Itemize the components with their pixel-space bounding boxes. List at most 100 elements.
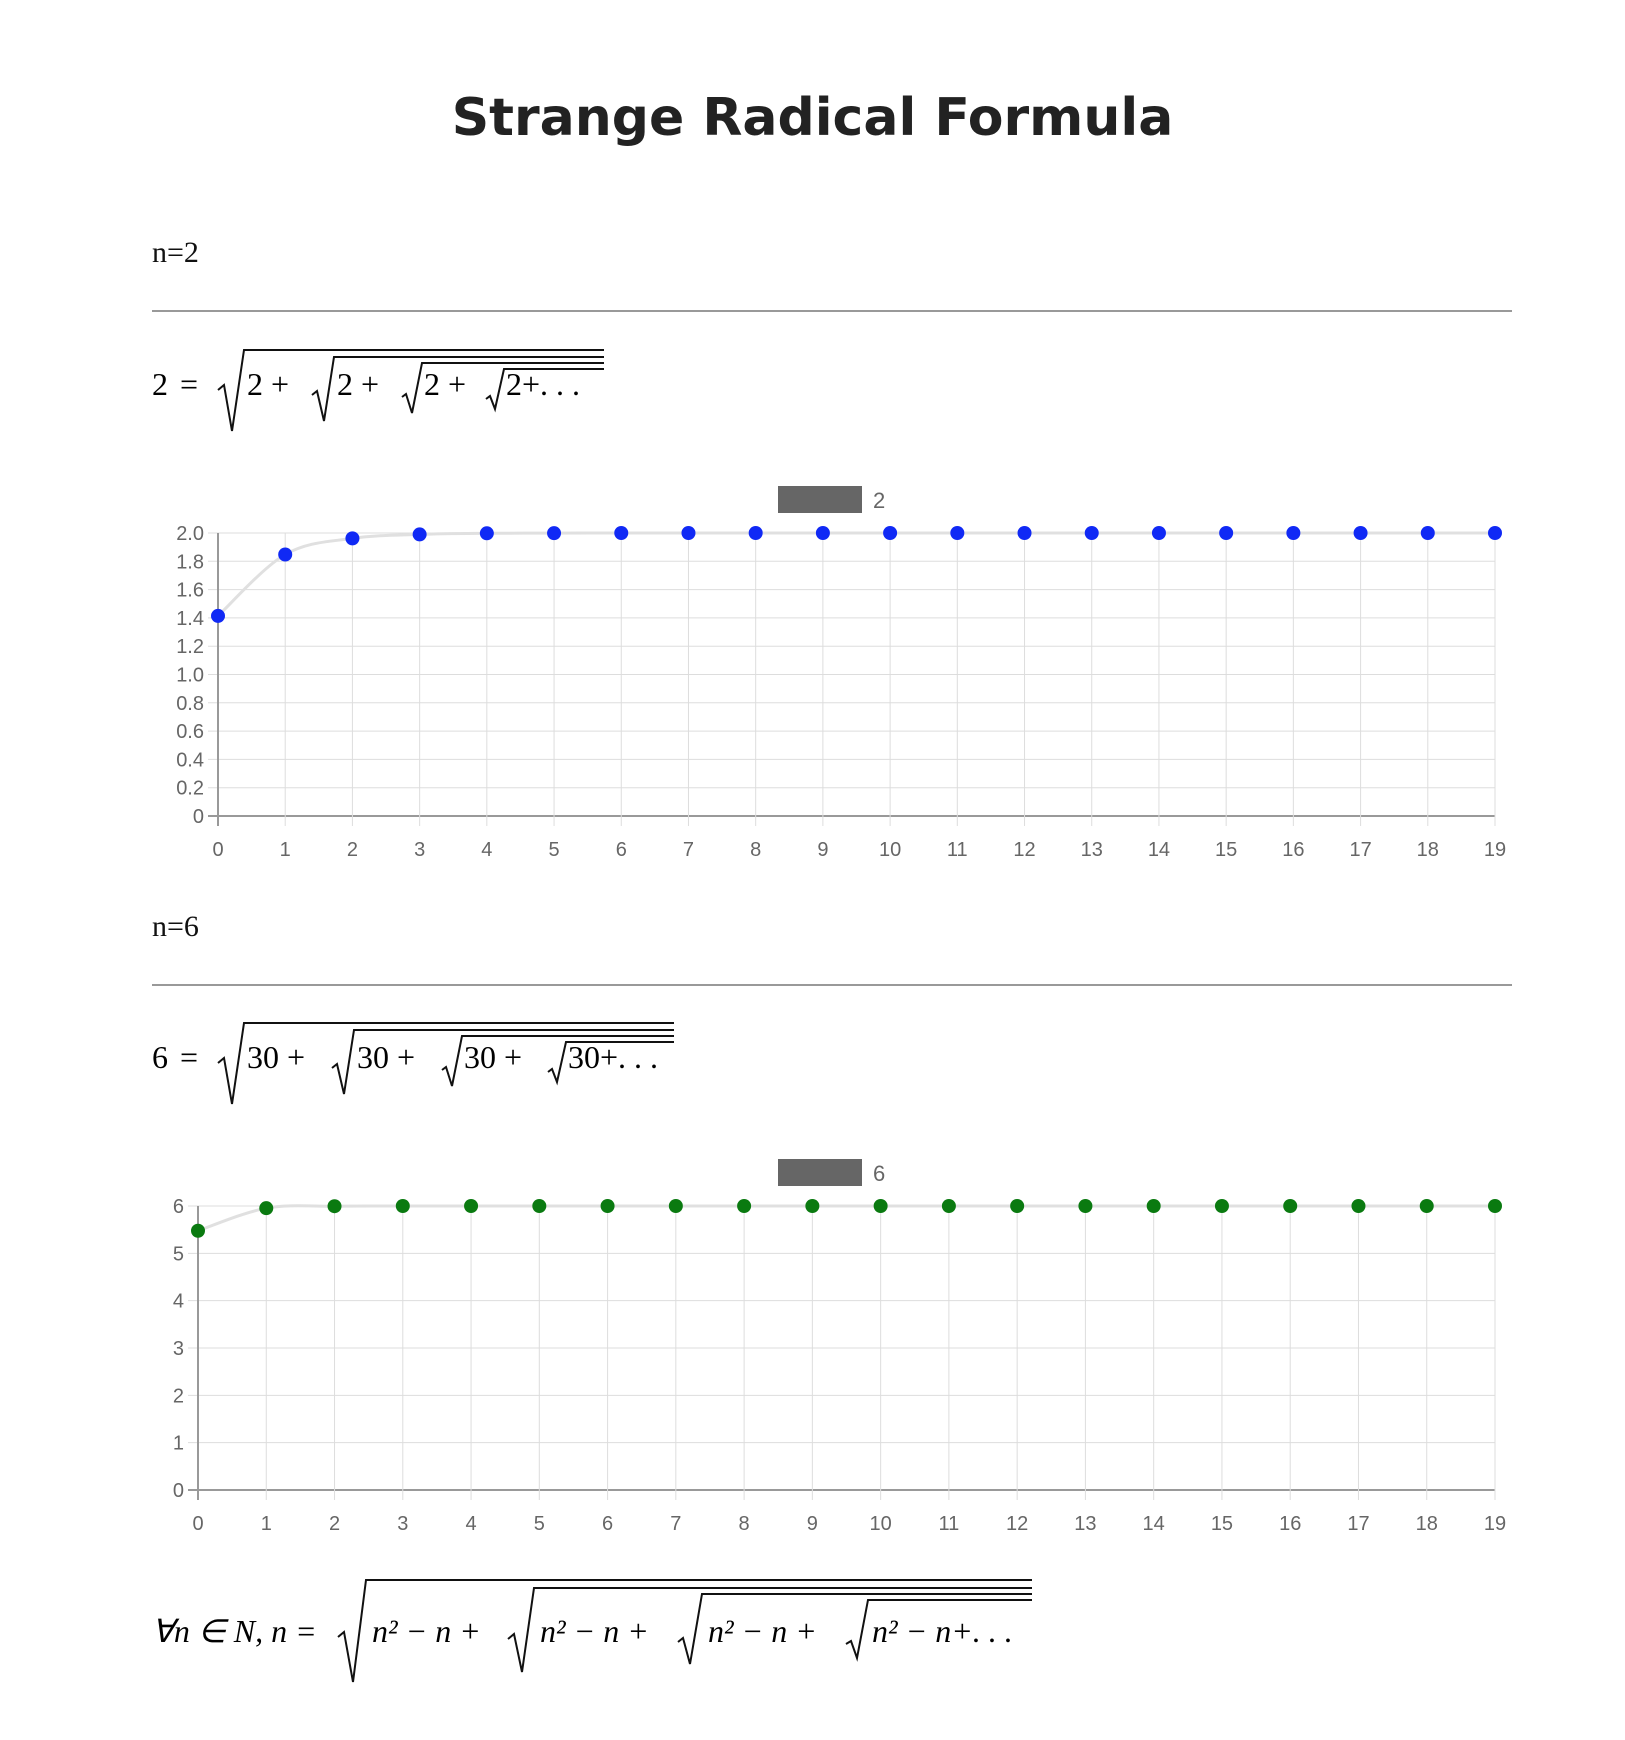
data-point[interactable] [1151, 526, 1166, 540]
radical-sign-1 [337, 1579, 1032, 1683]
formula-term-2: 30 + [357, 1039, 415, 1075]
x-tick-label: 7 [683, 839, 694, 861]
data-point[interactable] [191, 1223, 205, 1238]
data-point[interactable] [1017, 526, 1032, 540]
data-point[interactable] [412, 527, 427, 542]
radical-sign-3 [441, 1035, 674, 1087]
data-point[interactable] [941, 1199, 956, 1213]
data-point[interactable] [1488, 1199, 1502, 1213]
y-tick-label: 0.2 [176, 778, 204, 800]
general-formula-term-3: n² − n + [708, 1613, 817, 1649]
data-point[interactable] [815, 526, 830, 540]
chart-n2: 2 0 0.2 0.4 0.6 0.8 1.0 1.2 1.4 1.6 1.8 2.0 0 1 2 3 4 5 6 7… [0, 470, 1625, 870]
formula-term-3: 30 + [464, 1039, 522, 1075]
page-title: Strange Radical Formula [451, 88, 1174, 148]
data-point[interactable] [547, 526, 562, 541]
radical-sign-1 [217, 1022, 674, 1105]
data-point[interactable] [345, 531, 360, 546]
data-point[interactable] [327, 1199, 342, 1214]
data-point[interactable] [259, 1201, 274, 1216]
series-line [216, 531, 1495, 618]
data-point[interactable] [211, 608, 225, 623]
data-point[interactable] [532, 1199, 547, 1213]
x-tick-label: 9 [807, 1513, 818, 1535]
y-tick-label: 2 [173, 1385, 184, 1407]
x-tick-label: 10 [879, 839, 901, 861]
legend-swatch[interactable] [778, 1159, 862, 1186]
radical-sign-2 [331, 1029, 674, 1095]
formula-term-2: 2 + [337, 366, 379, 402]
data-point[interactable] [1084, 526, 1099, 540]
x-tick-label: 18 [1417, 839, 1439, 861]
radical-sign-4 [485, 368, 604, 413]
data-point[interactable] [479, 526, 494, 541]
section-label-n2: n=2 [152, 236, 199, 269]
data-point[interactable] [1420, 526, 1435, 540]
data-point[interactable] [668, 1199, 683, 1213]
data-point[interactable] [950, 526, 965, 540]
data-point[interactable] [614, 526, 629, 540]
data-point[interactable] [1283, 1199, 1298, 1213]
x-tick-label: 7 [670, 1513, 681, 1535]
x-tick-label: 12 [1013, 839, 1035, 861]
data-point[interactable] [1286, 526, 1301, 540]
x-tick-label: 4 [481, 839, 492, 861]
radical-formula-general: ∀n ∈ N, n = n² − n + n² − n + n² − n + n… [152, 1579, 1032, 1683]
x-tick-label: 18 [1416, 1513, 1438, 1535]
x-tick-label: 15 [1215, 839, 1237, 861]
x-tick-label: 9 [817, 839, 828, 861]
data-point[interactable] [464, 1199, 479, 1213]
x-tick-label: 4 [465, 1513, 476, 1535]
general-formula-lhs: ∀n ∈ N, n = [152, 1613, 317, 1649]
data-point[interactable] [737, 1199, 752, 1213]
data-point[interactable] [1219, 526, 1234, 540]
formula-term-4: 30+. . . [568, 1039, 658, 1075]
data-point[interactable] [395, 1199, 410, 1213]
x-tick-label: 1 [261, 1513, 272, 1535]
radical-sign-1 [217, 349, 604, 432]
x-tick-label: 17 [1349, 839, 1371, 861]
y-tick-label: 1.8 [176, 551, 204, 573]
data-point[interactable] [600, 1199, 615, 1213]
x-tick-label: 14 [1148, 839, 1170, 861]
formula-n6: 6 = 30 + 30 + 30 + 30+. . . [152, 1018, 712, 1108]
radical-sign-4 [547, 1041, 674, 1086]
x-tick-label: 16 [1279, 1513, 1301, 1535]
y-tick-label: 0.8 [176, 693, 204, 715]
data-point[interactable] [805, 1199, 820, 1213]
legend-label[interactable]: 6 [873, 1161, 885, 1186]
data-point[interactable] [1419, 1199, 1434, 1213]
y-tick-label: 0.6 [176, 721, 204, 743]
data-point[interactable] [1010, 1199, 1025, 1213]
data-point[interactable] [1351, 1199, 1366, 1213]
data-point[interactable] [1353, 526, 1368, 540]
data-point[interactable] [1078, 1199, 1093, 1213]
general-formula-term-1: n² − n + [372, 1613, 481, 1649]
y-tick-label: 1.6 [176, 580, 204, 602]
data-point[interactable] [873, 1199, 888, 1213]
legend-swatch[interactable] [778, 486, 862, 513]
y-tick-label: 6 [173, 1196, 184, 1218]
formula-term-3: 2 + [424, 366, 466, 402]
data-point[interactable] [1488, 526, 1502, 540]
x-tick-label: 19 [1484, 839, 1506, 861]
x-tick-label: 19 [1484, 1513, 1506, 1535]
general-formula-term-2: n² − n + [540, 1613, 649, 1649]
data-point[interactable] [681, 526, 696, 540]
x-tick-label: 13 [1074, 1513, 1096, 1535]
x-tick-label: 8 [750, 839, 761, 861]
formula-equals: = [180, 1039, 198, 1075]
x-tick-label: 5 [534, 1513, 545, 1535]
data-point[interactable] [883, 526, 898, 540]
data-point[interactable] [1146, 1199, 1161, 1213]
data-point[interactable] [278, 547, 293, 562]
x-tick-label: 14 [1143, 1513, 1165, 1535]
series-line [197, 1204, 1495, 1233]
data-point[interactable] [1214, 1199, 1229, 1213]
legend-label[interactable]: 2 [873, 488, 885, 513]
data-point[interactable] [748, 526, 763, 540]
x-tick-label: 0 [212, 839, 223, 861]
formula-equals: = [180, 366, 198, 402]
formula-lhs: 2 [152, 366, 168, 402]
